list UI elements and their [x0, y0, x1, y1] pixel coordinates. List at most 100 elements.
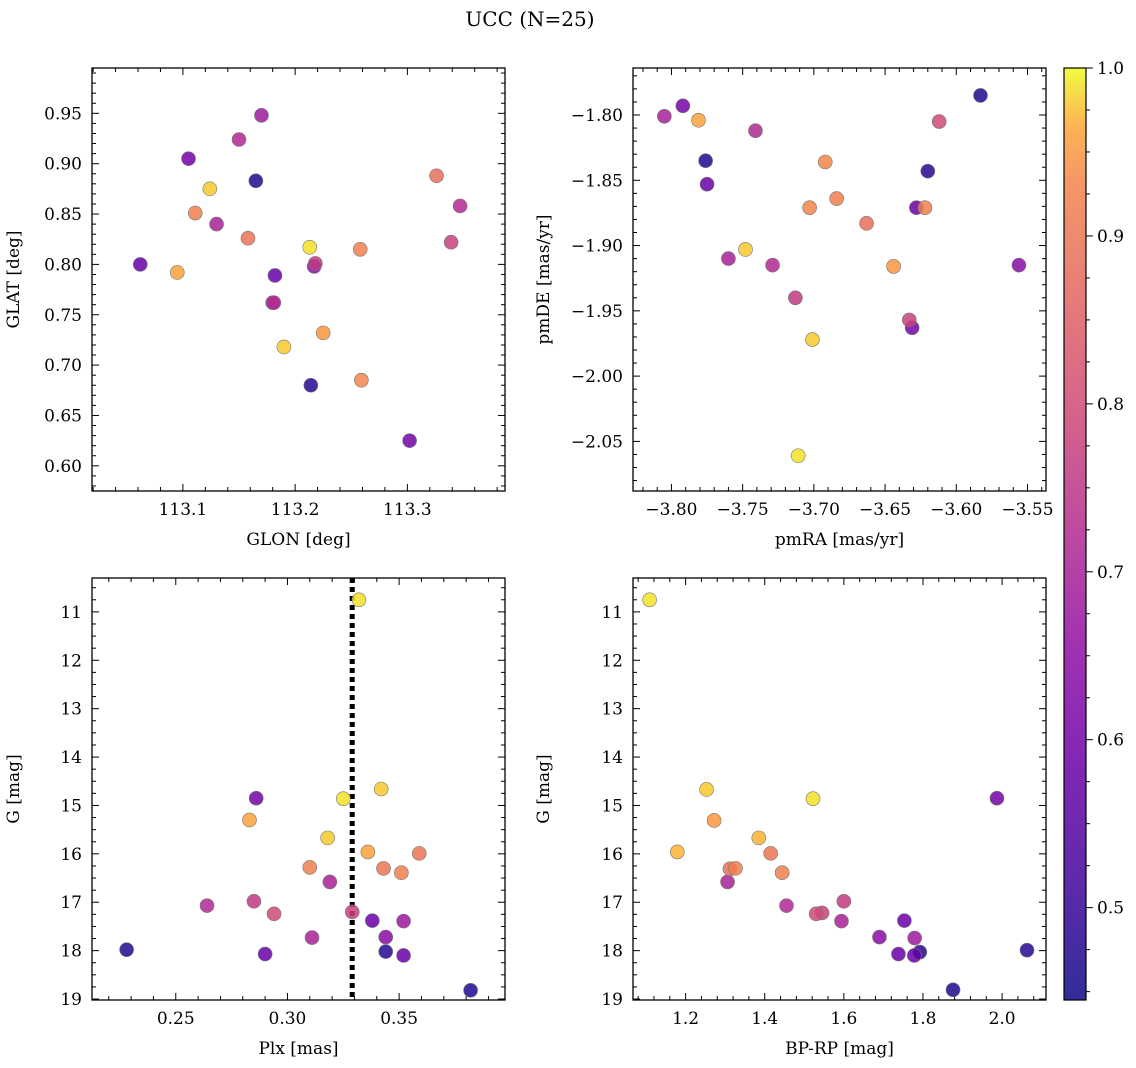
data-point: [989, 790, 1005, 806]
data-point: [304, 930, 320, 945]
y-tick-label: 11: [601, 603, 623, 623]
data-point: [907, 930, 922, 946]
y-tick-label: 0.85: [44, 205, 82, 225]
data-point: [1011, 257, 1027, 273]
data-point: [699, 782, 714, 797]
data-point: [119, 942, 134, 957]
data-point: [242, 812, 257, 828]
plot-frame: [91, 577, 506, 1001]
y-tick-label: 0.95: [44, 104, 82, 124]
data-point: [303, 377, 319, 393]
data-point: [802, 200, 817, 215]
data-point: [360, 844, 376, 860]
y-tick-label: 14: [60, 748, 82, 768]
data-point: [805, 332, 820, 347]
x-axis-label: Plx [mas]: [258, 1039, 338, 1059]
y-tick-label: 15: [60, 796, 82, 816]
colorbar: 0.5 0.6 0.7 0.8 0.9 1.0: [1063, 59, 1124, 1001]
data-point: [897, 913, 912, 928]
data-point: [1019, 942, 1035, 958]
data-point: [396, 913, 411, 929]
data-point: [808, 906, 824, 922]
data-point: [817, 154, 833, 170]
figure-title: UCC (N=25): [465, 7, 594, 31]
data-point: [411, 846, 427, 861]
y-tick-label: −1.80: [571, 106, 623, 126]
data-point: [872, 929, 887, 945]
y-tick-label: 0.65: [44, 406, 82, 426]
data-point: [859, 216, 874, 231]
colorbar-gradient: [1064, 68, 1086, 1000]
y-axis-label: G [mag]: [534, 754, 554, 823]
data-point: [308, 256, 323, 271]
data-point: [169, 265, 185, 280]
plot-frame: [632, 67, 1047, 492]
data-point: [906, 948, 922, 963]
y-tick-label: −1.90: [571, 237, 623, 257]
data-point: [266, 295, 282, 310]
data-point: [834, 913, 849, 929]
data-point: [675, 98, 691, 114]
data-point: [829, 191, 844, 206]
x-tick-label: 1.8: [909, 1009, 936, 1029]
data-point: [254, 108, 269, 123]
y-tick-label: 13: [601, 700, 623, 720]
panel-parallax-magnitude: 0.25 0.30 0.35 11 12 13 14 15 16 17 18 19 Plx [mas] G…: [4, 577, 506, 1059]
y-axis-label: GLAT [deg]: [4, 230, 24, 328]
data-point: [378, 944, 394, 959]
data-point: [202, 181, 218, 197]
data-point: [720, 874, 735, 890]
data-point: [351, 592, 367, 608]
data-point: [698, 153, 713, 168]
data-point: [670, 844, 685, 860]
data-point: [443, 234, 459, 250]
data-point: [315, 325, 331, 341]
y-tick-label: 18: [60, 942, 82, 962]
x-tick-label: 113.1: [159, 500, 208, 520]
data-point: [354, 372, 369, 388]
plot-frame: [632, 577, 1047, 1001]
y-tick-label: 12: [60, 651, 82, 671]
x-tick-label: 1.6: [830, 1009, 857, 1029]
panel-galactic-position: 113.1 113.2 113.3 0.60 0.65 0.70 0.75 0.80 0.85 0…: [4, 67, 506, 550]
data-point: [721, 251, 736, 266]
data-point: [706, 813, 722, 828]
data-point: [429, 168, 444, 184]
data-point: [320, 830, 335, 846]
y-tick-label: 0.75: [44, 306, 82, 326]
data-point: [132, 257, 148, 272]
x-tick-label: 0.25: [157, 1009, 195, 1029]
data-point: [751, 830, 767, 846]
data-point: [209, 216, 224, 232]
data-point: [790, 448, 806, 464]
x-axis-label: pmRA [mas/yr]: [775, 530, 904, 550]
y-tick-label: 17: [60, 893, 82, 913]
colorbar-tick-label: 1.0: [1097, 59, 1124, 79]
data-point: [257, 946, 273, 962]
data-point: [748, 123, 763, 138]
data-point: [699, 176, 715, 192]
data-point: [917, 200, 933, 215]
data-point: [763, 846, 778, 861]
data-point: [945, 982, 961, 998]
data-point: [642, 592, 657, 608]
colorbar-tick-label: 0.8: [1097, 395, 1124, 415]
data-point: [302, 239, 318, 255]
y-tick-label: 0.80: [44, 255, 82, 275]
x-tick-label: −3.70: [788, 500, 840, 520]
data-point: [266, 906, 282, 922]
data-point: [378, 929, 394, 945]
x-tick-label: 2.0: [989, 1009, 1016, 1029]
data-point: [267, 268, 283, 283]
data-point: [376, 861, 391, 876]
y-tick-label: 14: [601, 748, 623, 768]
data-point: [931, 114, 947, 129]
y-tick-label: −1.85: [571, 171, 623, 191]
colorbar-frame: [1063, 67, 1087, 1001]
x-axis-label: GLON [deg]: [246, 530, 350, 550]
data-point: [276, 339, 292, 355]
data-point: [394, 865, 409, 881]
data-point: [187, 205, 203, 221]
x-tick-label: 1.4: [751, 1009, 778, 1029]
